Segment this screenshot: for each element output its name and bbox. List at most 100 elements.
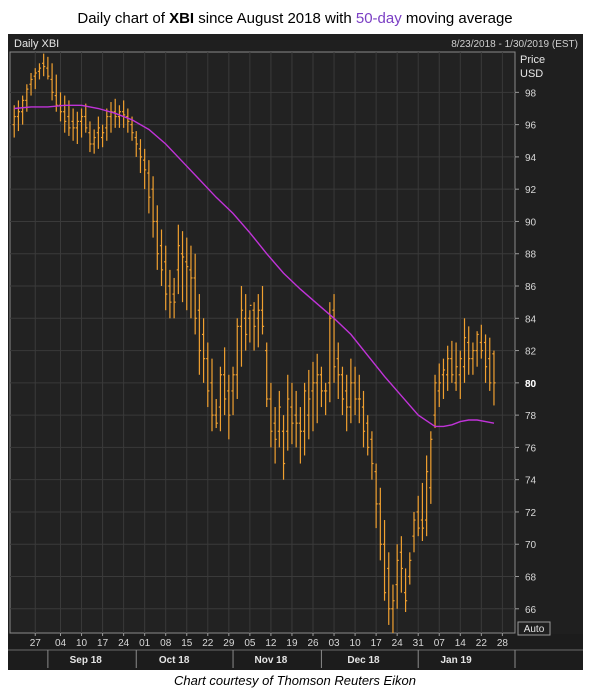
ohlc-bar (151, 176, 155, 238)
ohlc-bar (33, 68, 37, 90)
title-suffix: moving average (401, 10, 513, 27)
title-middle: since August 2018 with (194, 10, 356, 27)
ohlc-bar (408, 552, 412, 585)
y-tick-label: 94 (525, 153, 537, 164)
ohlc-bar (63, 95, 67, 133)
auto-scale-label: Auto (524, 624, 545, 635)
y-tick-label: 80 (525, 379, 537, 390)
x-tick-label: 15 (181, 638, 193, 649)
ohlc-bar (475, 331, 479, 367)
y-tick-label: 68 (525, 573, 537, 584)
y-tick-label: 72 (525, 508, 537, 519)
ohlc-bar (231, 366, 235, 416)
x-tick-label: 19 (286, 638, 298, 649)
x-tick-label: 03 (328, 638, 340, 649)
x-tick-label: 29 (223, 638, 235, 649)
y-tick-label: 76 (525, 443, 537, 454)
y-tick-label: 86 (525, 282, 537, 293)
ohlc-bar (298, 407, 302, 464)
y-tick-label: 90 (525, 217, 537, 228)
y-tick-label: 66 (525, 605, 537, 616)
ohlc-bar (349, 358, 353, 424)
ohlc-bar (446, 345, 450, 391)
ohlc-bar (450, 340, 454, 383)
ohlc-bar (420, 482, 425, 542)
month-label: Sep 18 (70, 655, 103, 666)
auto-scale-button[interactable]: Auto (517, 621, 551, 636)
y-tick-label: 88 (525, 250, 537, 261)
y-tick-label: 74 (525, 476, 537, 487)
x-tick-label: 22 (202, 638, 214, 649)
ohlc-bar (345, 374, 349, 432)
ohlc-bar (201, 318, 206, 383)
ohlc-bar (462, 318, 467, 383)
ohlc-bar (483, 334, 488, 383)
ohlc-bar (260, 286, 265, 335)
ohlc-bar (235, 318, 239, 399)
ohlc-bar (147, 160, 151, 214)
ohlc-bar (244, 294, 248, 351)
ohlc-bar (378, 487, 382, 561)
x-tick-label: 14 (455, 638, 467, 649)
ohlc-bar (16, 100, 21, 132)
x-tick-label: 31 (413, 638, 425, 649)
ohlc-bar (223, 347, 227, 416)
ohlc-bar (441, 358, 446, 399)
ohlc-bar (286, 374, 290, 451)
ohlc-bar (239, 286, 244, 367)
ohlc-bar (395, 544, 399, 609)
date-range: 8/23/2018 - 1/30/2019 (EST) (451, 39, 578, 50)
ohlc-bar (374, 463, 378, 529)
ohlc-bar (248, 304, 252, 343)
x-tick-label: 10 (76, 638, 88, 649)
ohlc-bar (361, 390, 366, 448)
x-tick-label: 24 (118, 638, 130, 649)
x-tick-label: 12 (265, 638, 277, 649)
month-label: Dec 18 (347, 655, 380, 666)
ohlc-bar (353, 366, 357, 416)
ohlc-bar (467, 326, 471, 375)
x-tick-label: 08 (160, 638, 172, 649)
ohlc-bar (387, 552, 391, 625)
ohlc-bar (412, 511, 416, 553)
ohlc-bar (256, 294, 260, 348)
y-tick-label: 92 (525, 185, 537, 196)
ohlc-bar (425, 455, 429, 537)
x-axis-band (8, 634, 583, 670)
ohlc-bar (311, 361, 315, 432)
ohlc-bar (71, 108, 75, 141)
ohlc-bar (46, 56, 50, 80)
y-tick-label: 98 (525, 88, 537, 99)
ohlc-bar (21, 95, 25, 125)
ohlc-bar (265, 342, 269, 408)
month-label: Oct 18 (159, 655, 190, 666)
x-tick-label: 05 (244, 638, 256, 649)
ohlc-bar (458, 350, 462, 399)
ohlc-bar (206, 342, 210, 408)
ohlc-bar (340, 366, 345, 416)
ohlc-bar (37, 63, 42, 80)
ohlc-bar (92, 129, 96, 154)
ohlc-bar (29, 72, 33, 96)
ohlc-bar (429, 431, 433, 504)
ohlc-bar (357, 374, 361, 424)
ohlc-bar (281, 415, 286, 480)
panel-label: Daily XBI (14, 38, 59, 50)
ohlc-bar (159, 229, 164, 287)
title-ma-label: 50-day (355, 10, 402, 27)
y-tick-label: 82 (525, 347, 537, 358)
x-tick-label: 04 (55, 638, 67, 649)
x-tick-label: 26 (307, 638, 319, 649)
y-tick-label: 78 (525, 411, 537, 422)
ohlc-bar (180, 231, 185, 303)
ohlc-bar (143, 148, 147, 190)
x-tick-label: 22 (476, 638, 488, 649)
ohlc-bar (84, 103, 88, 133)
ohlc-bar (185, 237, 189, 311)
ohlc-bar (391, 584, 395, 633)
ohlc-bar (155, 205, 159, 270)
chart-caption: Chart courtesy of Thomson Reuters Eikon (173, 673, 417, 688)
ohlc-bar (366, 415, 370, 456)
ohlc-bar (189, 245, 193, 319)
